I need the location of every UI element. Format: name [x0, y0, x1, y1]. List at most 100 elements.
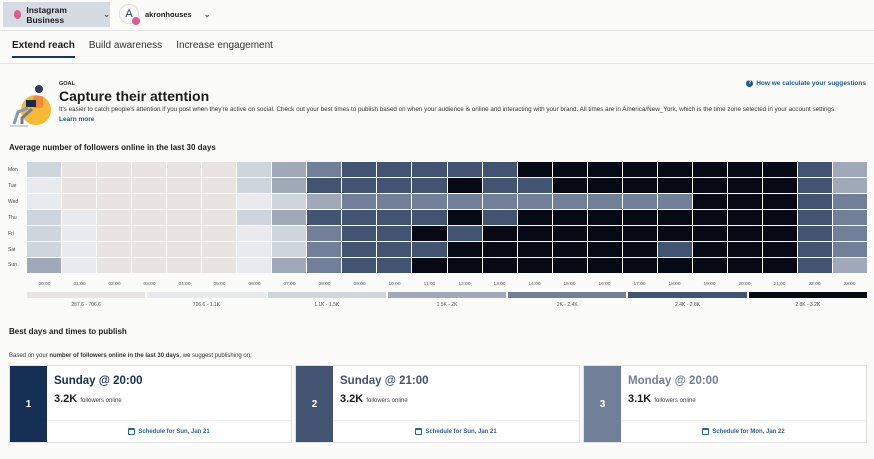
heatmap-cell[interactable]: [412, 210, 447, 225]
heatmap-cell[interactable]: [447, 258, 482, 273]
heatmap-cell[interactable]: [797, 258, 832, 273]
heatmap-cell[interactable]: [832, 258, 867, 273]
heatmap-cell[interactable]: [552, 194, 587, 209]
heatmap-cell[interactable]: [622, 210, 657, 225]
heatmap-cell[interactable]: [202, 178, 237, 193]
heatmap-cell[interactable]: [482, 194, 517, 209]
heatmap-cell[interactable]: [97, 258, 132, 273]
heatmap-cell[interactable]: [622, 194, 657, 209]
tab-build-awareness[interactable]: Build awareness: [88, 40, 163, 51]
heatmap-cell[interactable]: [412, 258, 447, 273]
heatmap-cell[interactable]: [307, 178, 342, 193]
heatmap-cell[interactable]: [762, 162, 797, 177]
heatmap-cell[interactable]: [132, 258, 167, 273]
heatmap-cell[interactable]: [762, 242, 797, 257]
heatmap-cell[interactable]: [237, 178, 272, 193]
heatmap-cell[interactable]: [482, 242, 517, 257]
heatmap-cell[interactable]: [727, 226, 762, 241]
heatmap-cell[interactable]: [587, 210, 622, 225]
heatmap-cell[interactable]: [517, 162, 552, 177]
heatmap-cell[interactable]: [587, 242, 622, 257]
heatmap-cell[interactable]: [237, 210, 272, 225]
how-we-calculate-link[interactable]: ? How we calculate your suggestions: [746, 80, 866, 87]
heatmap-cell[interactable]: [272, 226, 307, 241]
heatmap-cell[interactable]: [657, 210, 692, 225]
heatmap-cell[interactable]: [727, 242, 762, 257]
heatmap-cell[interactable]: [342, 162, 377, 177]
heatmap-cell[interactable]: [762, 226, 797, 241]
heatmap-cell[interactable]: [307, 226, 342, 241]
heatmap-cell[interactable]: [307, 258, 342, 273]
heatmap-cell[interactable]: [657, 258, 692, 273]
heatmap-cell[interactable]: [517, 194, 552, 209]
heatmap-cell[interactable]: [237, 194, 272, 209]
heatmap-cell[interactable]: [832, 178, 867, 193]
heatmap-cell[interactable]: [62, 242, 97, 257]
heatmap-cell[interactable]: [167, 162, 202, 177]
heatmap-cell[interactable]: [552, 210, 587, 225]
schedule-button[interactable]: Schedule for Sun, Jan 21: [47, 420, 291, 442]
heatmap-cell[interactable]: [412, 226, 447, 241]
heatmap-cell[interactable]: [552, 178, 587, 193]
heatmap-cell[interactable]: [797, 178, 832, 193]
heatmap-cell[interactable]: [622, 162, 657, 177]
heatmap-cell[interactable]: [727, 162, 762, 177]
account-selector[interactable]: A akronhouses ⌄: [119, 4, 210, 25]
heatmap-cell[interactable]: [587, 162, 622, 177]
heatmap-cell[interactable]: [27, 210, 62, 225]
heatmap-cell[interactable]: [622, 226, 657, 241]
heatmap-cell[interactable]: [692, 226, 727, 241]
heatmap-cell[interactable]: [447, 194, 482, 209]
heatmap-cell[interactable]: [202, 194, 237, 209]
heatmap-cell[interactable]: [727, 210, 762, 225]
heatmap-cell[interactable]: [692, 258, 727, 273]
heatmap-cell[interactable]: [27, 242, 62, 257]
heatmap-cell[interactable]: [97, 210, 132, 225]
heatmap-cell[interactable]: [342, 242, 377, 257]
heatmap-cell[interactable]: [97, 178, 132, 193]
heatmap-cell[interactable]: [132, 178, 167, 193]
heatmap-cell[interactable]: [762, 210, 797, 225]
heatmap-cell[interactable]: [727, 194, 762, 209]
heatmap-cell[interactable]: [62, 226, 97, 241]
heatmap-cell[interactable]: [167, 178, 202, 193]
heatmap-cell[interactable]: [552, 258, 587, 273]
heatmap-cell[interactable]: [517, 226, 552, 241]
heatmap-cell[interactable]: [412, 178, 447, 193]
heatmap-cell[interactable]: [692, 242, 727, 257]
heatmap-cell[interactable]: [517, 258, 552, 273]
heatmap-cell[interactable]: [307, 194, 342, 209]
heatmap-cell[interactable]: [97, 226, 132, 241]
heatmap-cell[interactable]: [727, 178, 762, 193]
heatmap-cell[interactable]: [62, 178, 97, 193]
heatmap-cell[interactable]: [27, 194, 62, 209]
heatmap-cell[interactable]: [237, 162, 272, 177]
heatmap-cell[interactable]: [797, 226, 832, 241]
heatmap-cell[interactable]: [132, 194, 167, 209]
heatmap-cell[interactable]: [272, 242, 307, 257]
heatmap-cell[interactable]: [342, 194, 377, 209]
heatmap-cell[interactable]: [202, 242, 237, 257]
heatmap-cell[interactable]: [167, 194, 202, 209]
heatmap-cell[interactable]: [62, 162, 97, 177]
heatmap-cell[interactable]: [377, 226, 412, 241]
heatmap-cell[interactable]: [97, 162, 132, 177]
heatmap-cell[interactable]: [517, 210, 552, 225]
heatmap-cell[interactable]: [377, 210, 412, 225]
schedule-button[interactable]: Schedule for Sun, Jan 21: [333, 420, 579, 442]
schedule-button[interactable]: Schedule for Mon, Jan 22: [621, 420, 866, 442]
heatmap-cell[interactable]: [97, 194, 132, 209]
heatmap-cell[interactable]: [692, 194, 727, 209]
heatmap-cell[interactable]: [377, 242, 412, 257]
heatmap-cell[interactable]: [622, 242, 657, 257]
heatmap-cell[interactable]: [132, 162, 167, 177]
heatmap-cell[interactable]: [762, 258, 797, 273]
heatmap-cell[interactable]: [517, 178, 552, 193]
heatmap-cell[interactable]: [657, 162, 692, 177]
heatmap-cell[interactable]: [377, 178, 412, 193]
heatmap-cell[interactable]: [692, 210, 727, 225]
heatmap-cell[interactable]: [27, 258, 62, 273]
heatmap-cell[interactable]: [97, 242, 132, 257]
heatmap-cell[interactable]: [517, 242, 552, 257]
heatmap-cell[interactable]: [377, 194, 412, 209]
